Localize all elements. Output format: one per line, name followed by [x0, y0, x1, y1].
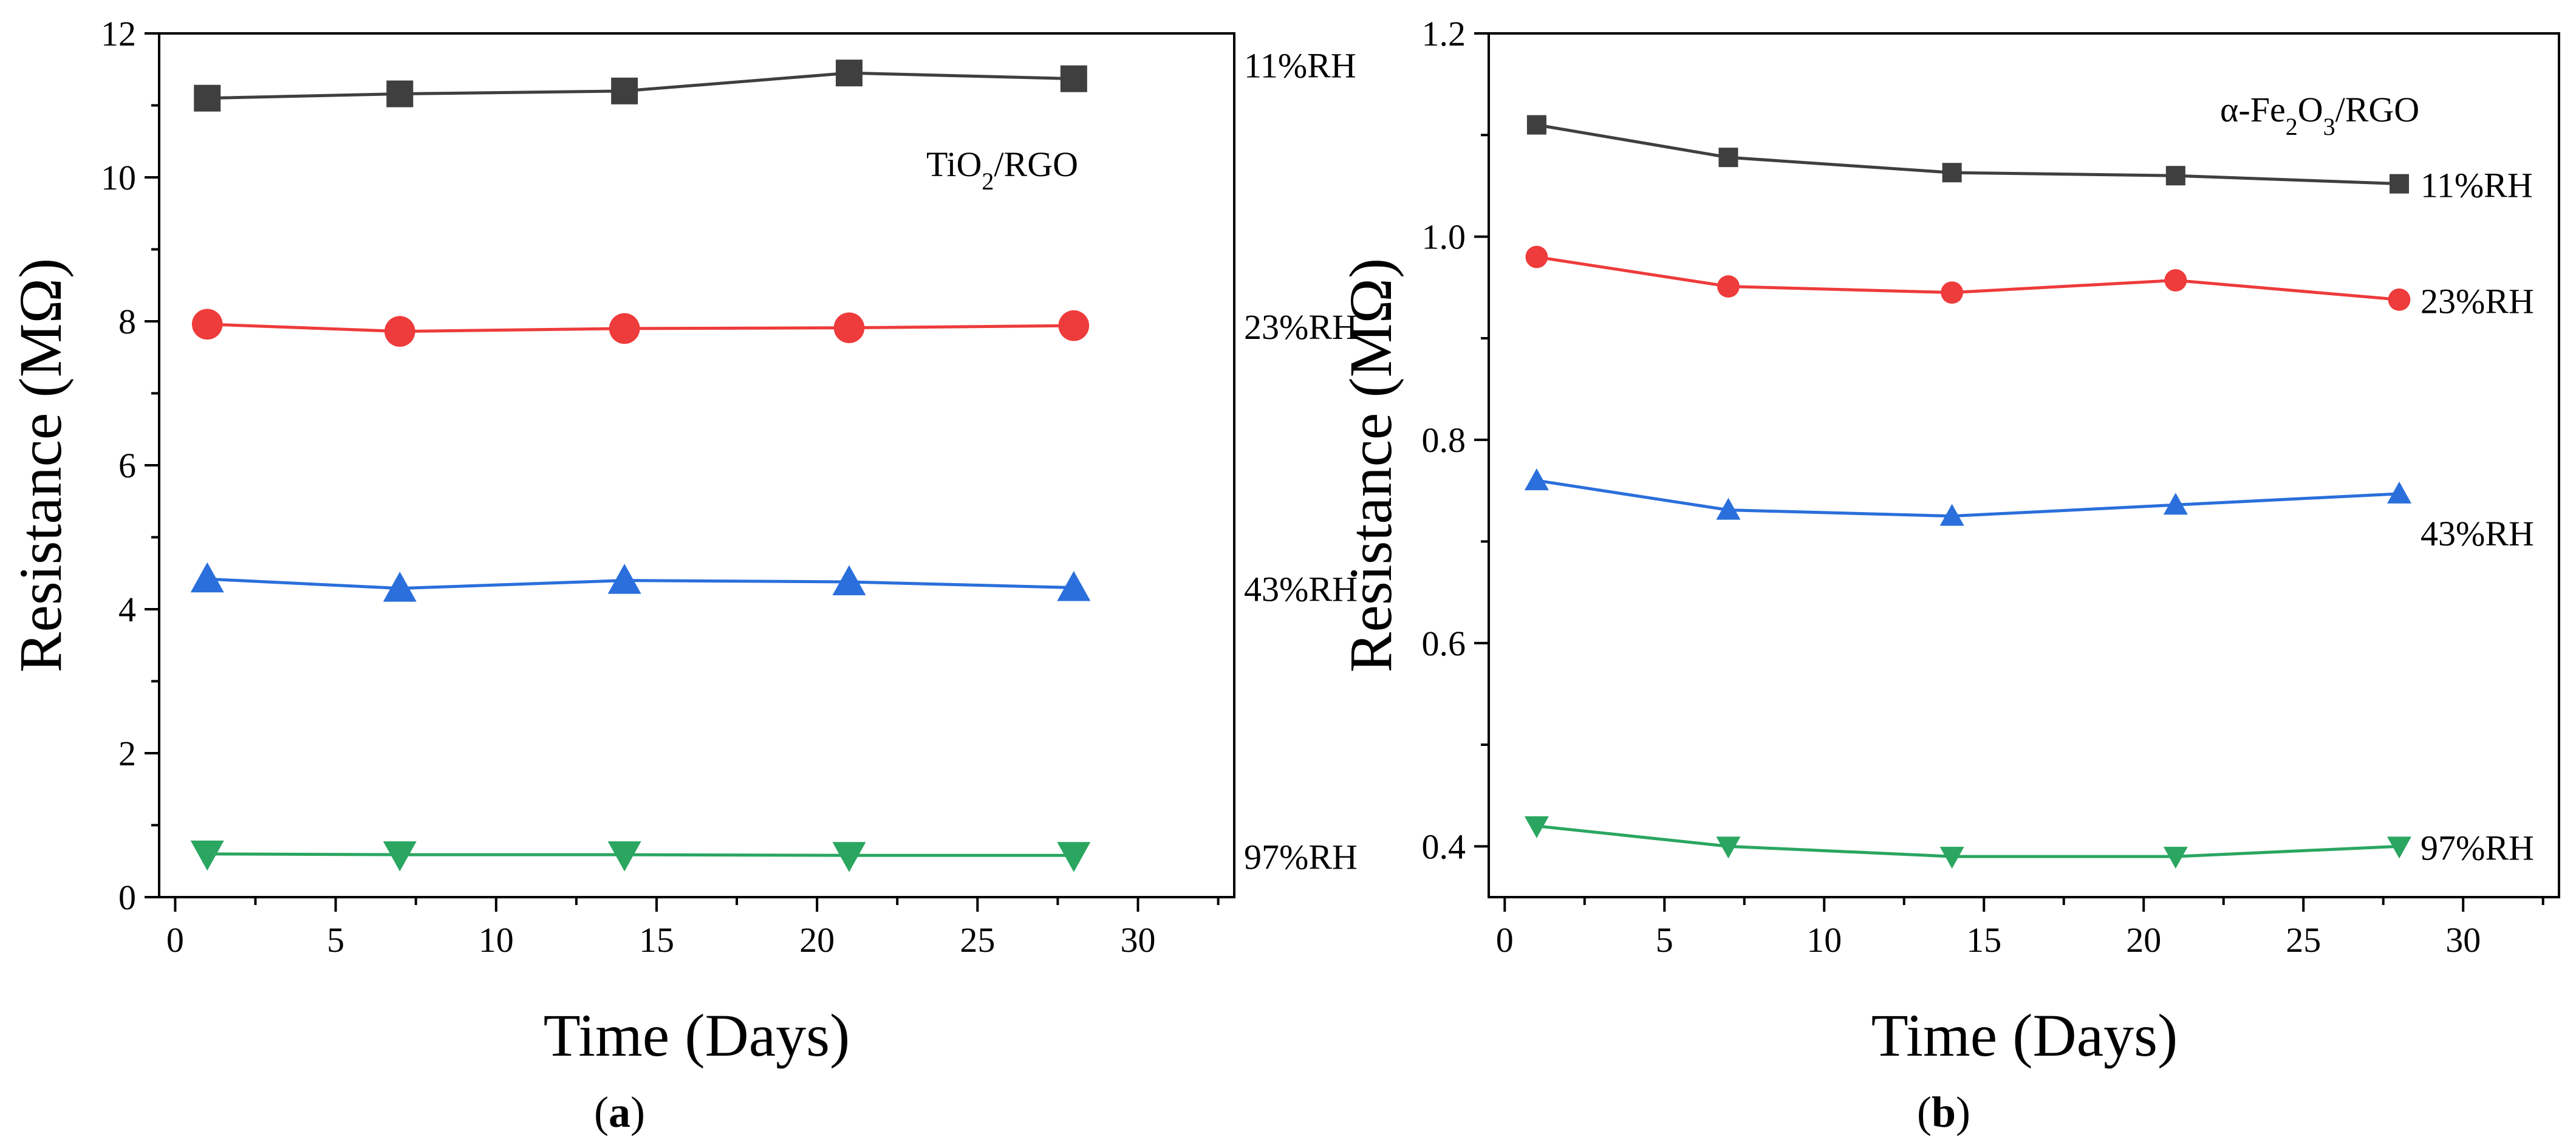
series-line-97%RH [207, 852, 1074, 857]
series-label: 43%RH [2421, 514, 2534, 553]
x-tick-label: 30 [1120, 920, 1155, 960]
x-tick-label: 0 [166, 920, 184, 960]
data-point [1716, 497, 1741, 520]
axis-ticks: 0 5 10 15 20 25 30 0.4 0.6 0.8 1.0 1.2 [1422, 14, 2544, 960]
data-point [1942, 163, 1962, 183]
series-label: 23%RH [1244, 307, 1358, 347]
y-tick-label: 6 [118, 446, 136, 485]
y-axis-title: Resistance (MΩ) [7, 258, 74, 672]
x-tick-label: 25 [2286, 920, 2321, 960]
data-point [383, 841, 417, 872]
data-point [1060, 65, 1087, 92]
chart-title: α-Fe2O3/RGO [2220, 90, 2419, 140]
data-point [1058, 310, 1090, 341]
series-markers [190, 60, 1091, 872]
y-tick-label: 1.0 [1422, 217, 1466, 257]
data-point [1717, 275, 1740, 298]
data-point [190, 840, 224, 871]
y-tick-label: 8 [118, 302, 136, 341]
data-point [833, 312, 865, 343]
x-axis-title: Time (Days) [1871, 1002, 2178, 1069]
data-point [607, 564, 641, 594]
y-tick-label: 10 [101, 158, 136, 197]
series-label: 23%RH [2421, 281, 2534, 321]
data-point [1939, 504, 1964, 526]
x-tick-label: 10 [479, 920, 514, 960]
y-tick-label: 1.2 [1422, 14, 1466, 53]
data-point [1939, 847, 1964, 869]
x-tick-label: 15 [1966, 920, 2001, 960]
data-point [190, 562, 224, 593]
data-point [384, 316, 415, 347]
data-point [1526, 115, 1546, 135]
x-tick-label: 30 [2445, 920, 2481, 960]
series-label: 43%RH [1244, 569, 1358, 609]
chart-title: TiO2/RGO [926, 145, 1078, 195]
data-point [383, 572, 417, 602]
series-annotations: 11%RH 23%RH 43%RH 97%RH [2421, 166, 2534, 868]
data-point [2387, 481, 2412, 504]
data-point [1057, 842, 1091, 872]
series-label: 11%RH [1244, 46, 1356, 86]
x-tick-label: 0 [1496, 920, 1514, 960]
data-point [832, 842, 866, 872]
y-tick-label: 12 [101, 14, 136, 53]
y-tick-label: 0.4 [1422, 827, 1466, 866]
series-markers [1524, 115, 2412, 869]
x-tick-label: 25 [960, 920, 995, 960]
data-point [835, 60, 863, 87]
data-point [191, 309, 223, 340]
data-point [1524, 468, 1549, 491]
data-point [607, 841, 641, 872]
y-tick-label: 4 [118, 590, 136, 629]
x-tick-label: 5 [1656, 920, 1673, 960]
data-point [2387, 836, 2412, 859]
y-axis-title: Resistance (MΩ) [1337, 258, 1404, 672]
data-point [1716, 836, 1741, 859]
data-point [1525, 245, 1548, 268]
data-point [1057, 570, 1091, 601]
data-point [609, 313, 640, 344]
data-point [1524, 816, 1549, 838]
data-point [611, 77, 638, 104]
x-tick-label: 20 [2126, 920, 2161, 960]
data-point [2163, 847, 2188, 869]
y-tick-label: 0.6 [1422, 624, 1466, 663]
x-tick-label: 15 [639, 920, 674, 960]
data-point [1718, 148, 1738, 168]
plot-frame [1488, 32, 2560, 898]
data-point [832, 565, 866, 595]
series-label: 11%RH [2421, 166, 2533, 205]
series-annotations: 11%RH 23%RH 43%RH 97%RH [1244, 46, 1358, 877]
data-point [2388, 288, 2411, 311]
y-tick-label: 0 [118, 878, 136, 917]
y-tick-label: 2 [118, 734, 136, 773]
panel-label: (b) [1917, 1088, 1970, 1136]
x-tick-label: 10 [1806, 920, 1842, 960]
series-label: 97%RH [2421, 828, 2534, 867]
chart-panel-a: 0 5 10 15 20 25 30 0 2 4 6 8 10 12 11%RH 23%RH 43%RH 97%… [7, 14, 1358, 1136]
data-point [386, 80, 414, 108]
series-label: 97%RH [1244, 837, 1358, 876]
data-point [1941, 281, 1964, 304]
x-tick-label: 5 [327, 920, 344, 960]
data-point [2165, 166, 2185, 186]
y-tick-label: 0.8 [1422, 420, 1466, 460]
x-tick-label: 20 [799, 920, 835, 960]
panel-label: (a) [594, 1088, 645, 1136]
x-axis-title: Time (Days) [544, 1002, 850, 1069]
data-point [2164, 269, 2187, 292]
axis-ticks: 0 5 10 15 20 25 30 0 2 4 6 8 10 12 [101, 14, 1220, 960]
chart-panel-b: 0 5 10 15 20 25 30 0.4 0.6 0.8 1.0 1.2 11%RH 23%RH 43… [1337, 14, 2560, 1136]
data-point [2163, 493, 2188, 515]
data-point [194, 84, 221, 112]
data-point [2390, 174, 2410, 194]
